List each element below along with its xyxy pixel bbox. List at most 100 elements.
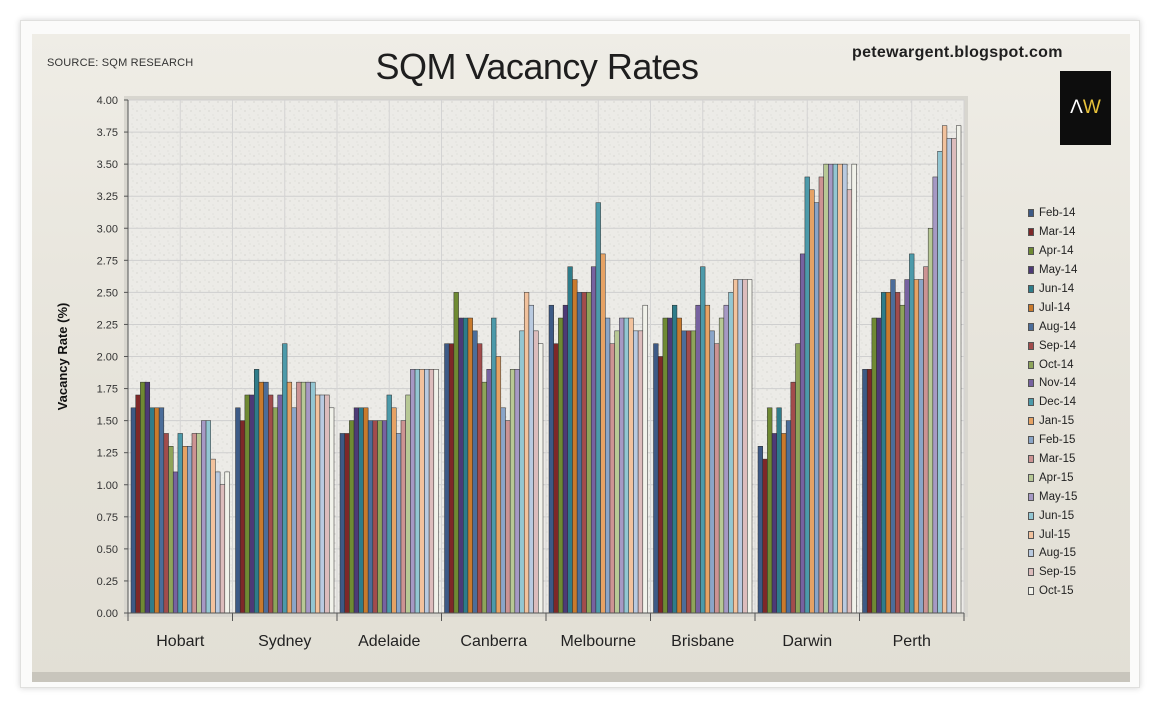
legend-swatch — [1028, 568, 1034, 577]
y-tick-label: 2.50 — [97, 287, 118, 299]
bar-sydney-apr-14 — [244, 394, 250, 614]
bar-brisbane-jan-15 — [704, 304, 711, 614]
bar-hobart-oct-14 — [168, 446, 174, 614]
legend-item: Aug-15 — [1028, 544, 1077, 563]
y-tick-label: 3.50 — [97, 159, 118, 171]
bar-canberra-dec-14 — [491, 317, 497, 614]
bar-hobart-jun-14 — [149, 407, 155, 614]
y-tick-label: 1.00 — [97, 480, 118, 492]
legend-label: Sep-15 — [1039, 566, 1077, 579]
source-label: SOURCE: SQM RESEARCH — [47, 57, 194, 69]
legend-item: Feb-14 — [1028, 204, 1077, 223]
bar-perth-may-15 — [932, 176, 938, 614]
bar-sydney-jun-15 — [310, 381, 316, 614]
bar-canberra-jun-15 — [519, 330, 525, 614]
bar-melbourne-jun-15 — [623, 317, 629, 614]
x-tick-label: Darwin — [782, 633, 832, 650]
bar-melbourne-aug-15 — [633, 330, 639, 614]
bar-canberra-nov-14 — [486, 369, 492, 614]
bar-brisbane-mar-15 — [714, 343, 720, 614]
bar-hobart-feb-14 — [130, 407, 136, 614]
bar-brisbane-may-15 — [723, 304, 729, 614]
legend-swatch — [1028, 228, 1034, 237]
bar-canberra-aug-15 — [528, 304, 534, 614]
legend-item: Jun-14 — [1028, 280, 1077, 299]
bar-perth-oct-15 — [956, 125, 962, 614]
chart-title: SQM Vacancy Rates — [375, 46, 699, 87]
bar-hobart-aug-15 — [215, 471, 221, 614]
bar-darwin-mar-14 — [762, 458, 768, 614]
bar-adelaide-aug-15 — [424, 369, 430, 614]
bar-melbourne-aug-14 — [576, 292, 583, 614]
bar-canberra-may-15 — [514, 369, 520, 614]
bar-perth-sep-15 — [951, 138, 957, 614]
bar-hobart-sep-15 — [219, 484, 226, 614]
legend-item: May-15 — [1028, 487, 1077, 506]
bar-canberra-sep-15 — [533, 330, 539, 614]
bar-darwin-jul-15 — [837, 163, 843, 614]
bar-perth-feb-15 — [918, 279, 924, 614]
bar-brisbane-apr-15 — [718, 317, 725, 614]
bar-perth-nov-14 — [904, 279, 910, 614]
bar-adelaide-oct-14 — [377, 420, 383, 614]
legend-swatch — [1028, 285, 1034, 293]
legend-item: Aug-14 — [1028, 317, 1077, 336]
bar-melbourne-dec-14 — [595, 202, 601, 614]
legend-label: May-15 — [1039, 490, 1078, 503]
bar-perth-oct-14 — [899, 304, 905, 614]
bar-sydney-jul-15 — [314, 394, 321, 614]
bar-brisbane-nov-14 — [695, 304, 701, 614]
bar-hobart-may-15 — [201, 420, 207, 614]
bar-sydney-may-15 — [305, 381, 311, 614]
bar-hobart-jul-14 — [154, 407, 160, 614]
legend-label: Aug-14 — [1039, 320, 1077, 333]
bar-sydney-sep-15 — [324, 394, 330, 614]
bar-darwin-may-14 — [771, 433, 778, 614]
bar-sydney-sep-14 — [268, 394, 274, 614]
bar-adelaide-jan-15 — [391, 407, 397, 614]
legend-item: Oct-14 — [1028, 355, 1077, 374]
legend-swatch — [1028, 455, 1034, 464]
legend-swatch — [1028, 303, 1034, 312]
bar-canberra-oct-15 — [538, 343, 544, 614]
legend-swatch — [1028, 530, 1034, 539]
bar-canberra-aug-14 — [472, 330, 478, 614]
legend-item: Jul-14 — [1028, 298, 1077, 317]
legend-item: May-14 — [1028, 261, 1077, 280]
bar-perth-jun-14 — [881, 292, 887, 614]
bar-sydney-nov-14 — [277, 394, 283, 614]
legend-swatch — [1028, 473, 1034, 482]
legend-label: Jul-15 — [1039, 528, 1071, 541]
bar-melbourne-jul-15 — [628, 317, 634, 614]
bar-melbourne-feb-15 — [605, 317, 611, 614]
panel-bottom-edge — [32, 672, 1130, 682]
legend-item: Sep-14 — [1028, 336, 1077, 355]
blog-url: petewargent.blogspot.com — [852, 44, 1063, 61]
legend-label: Feb-14 — [1039, 207, 1076, 220]
bar-adelaide-dec-14 — [386, 394, 392, 614]
bar-adelaide-feb-15 — [396, 433, 402, 614]
bar-brisbane-jul-15 — [732, 279, 739, 614]
legend-label: May-14 — [1039, 264, 1078, 277]
bar-perth-apr-15 — [927, 228, 934, 614]
y-tick-label: 2.00 — [97, 352, 118, 364]
bar-darwin-jul-14 — [781, 433, 787, 614]
y-tick-label: 0.50 — [97, 544, 118, 556]
bar-hobart-may-14 — [144, 381, 151, 614]
bar-darwin-oct-15 — [851, 163, 857, 614]
bar-perth-sep-14 — [895, 292, 901, 614]
bar-brisbane-aug-15 — [737, 279, 743, 614]
bar-canberra-feb-14 — [444, 343, 450, 614]
legend-label: Apr-14 — [1039, 245, 1074, 258]
bar-canberra-oct-14 — [481, 381, 487, 614]
bar-hobart-mar-14 — [135, 394, 141, 614]
legend-label: Apr-15 — [1039, 471, 1074, 484]
y-tick-label: 4.00 — [97, 95, 118, 107]
bar-brisbane-sep-14 — [686, 330, 692, 614]
bar-adelaide-may-15 — [410, 369, 416, 614]
bar-brisbane-sep-15 — [742, 279, 748, 614]
bar-darwin-mar-15 — [818, 176, 824, 614]
bar-darwin-apr-15 — [823, 163, 829, 614]
bar-hobart-apr-14 — [140, 381, 146, 614]
bar-sydney-may-14 — [249, 394, 255, 614]
